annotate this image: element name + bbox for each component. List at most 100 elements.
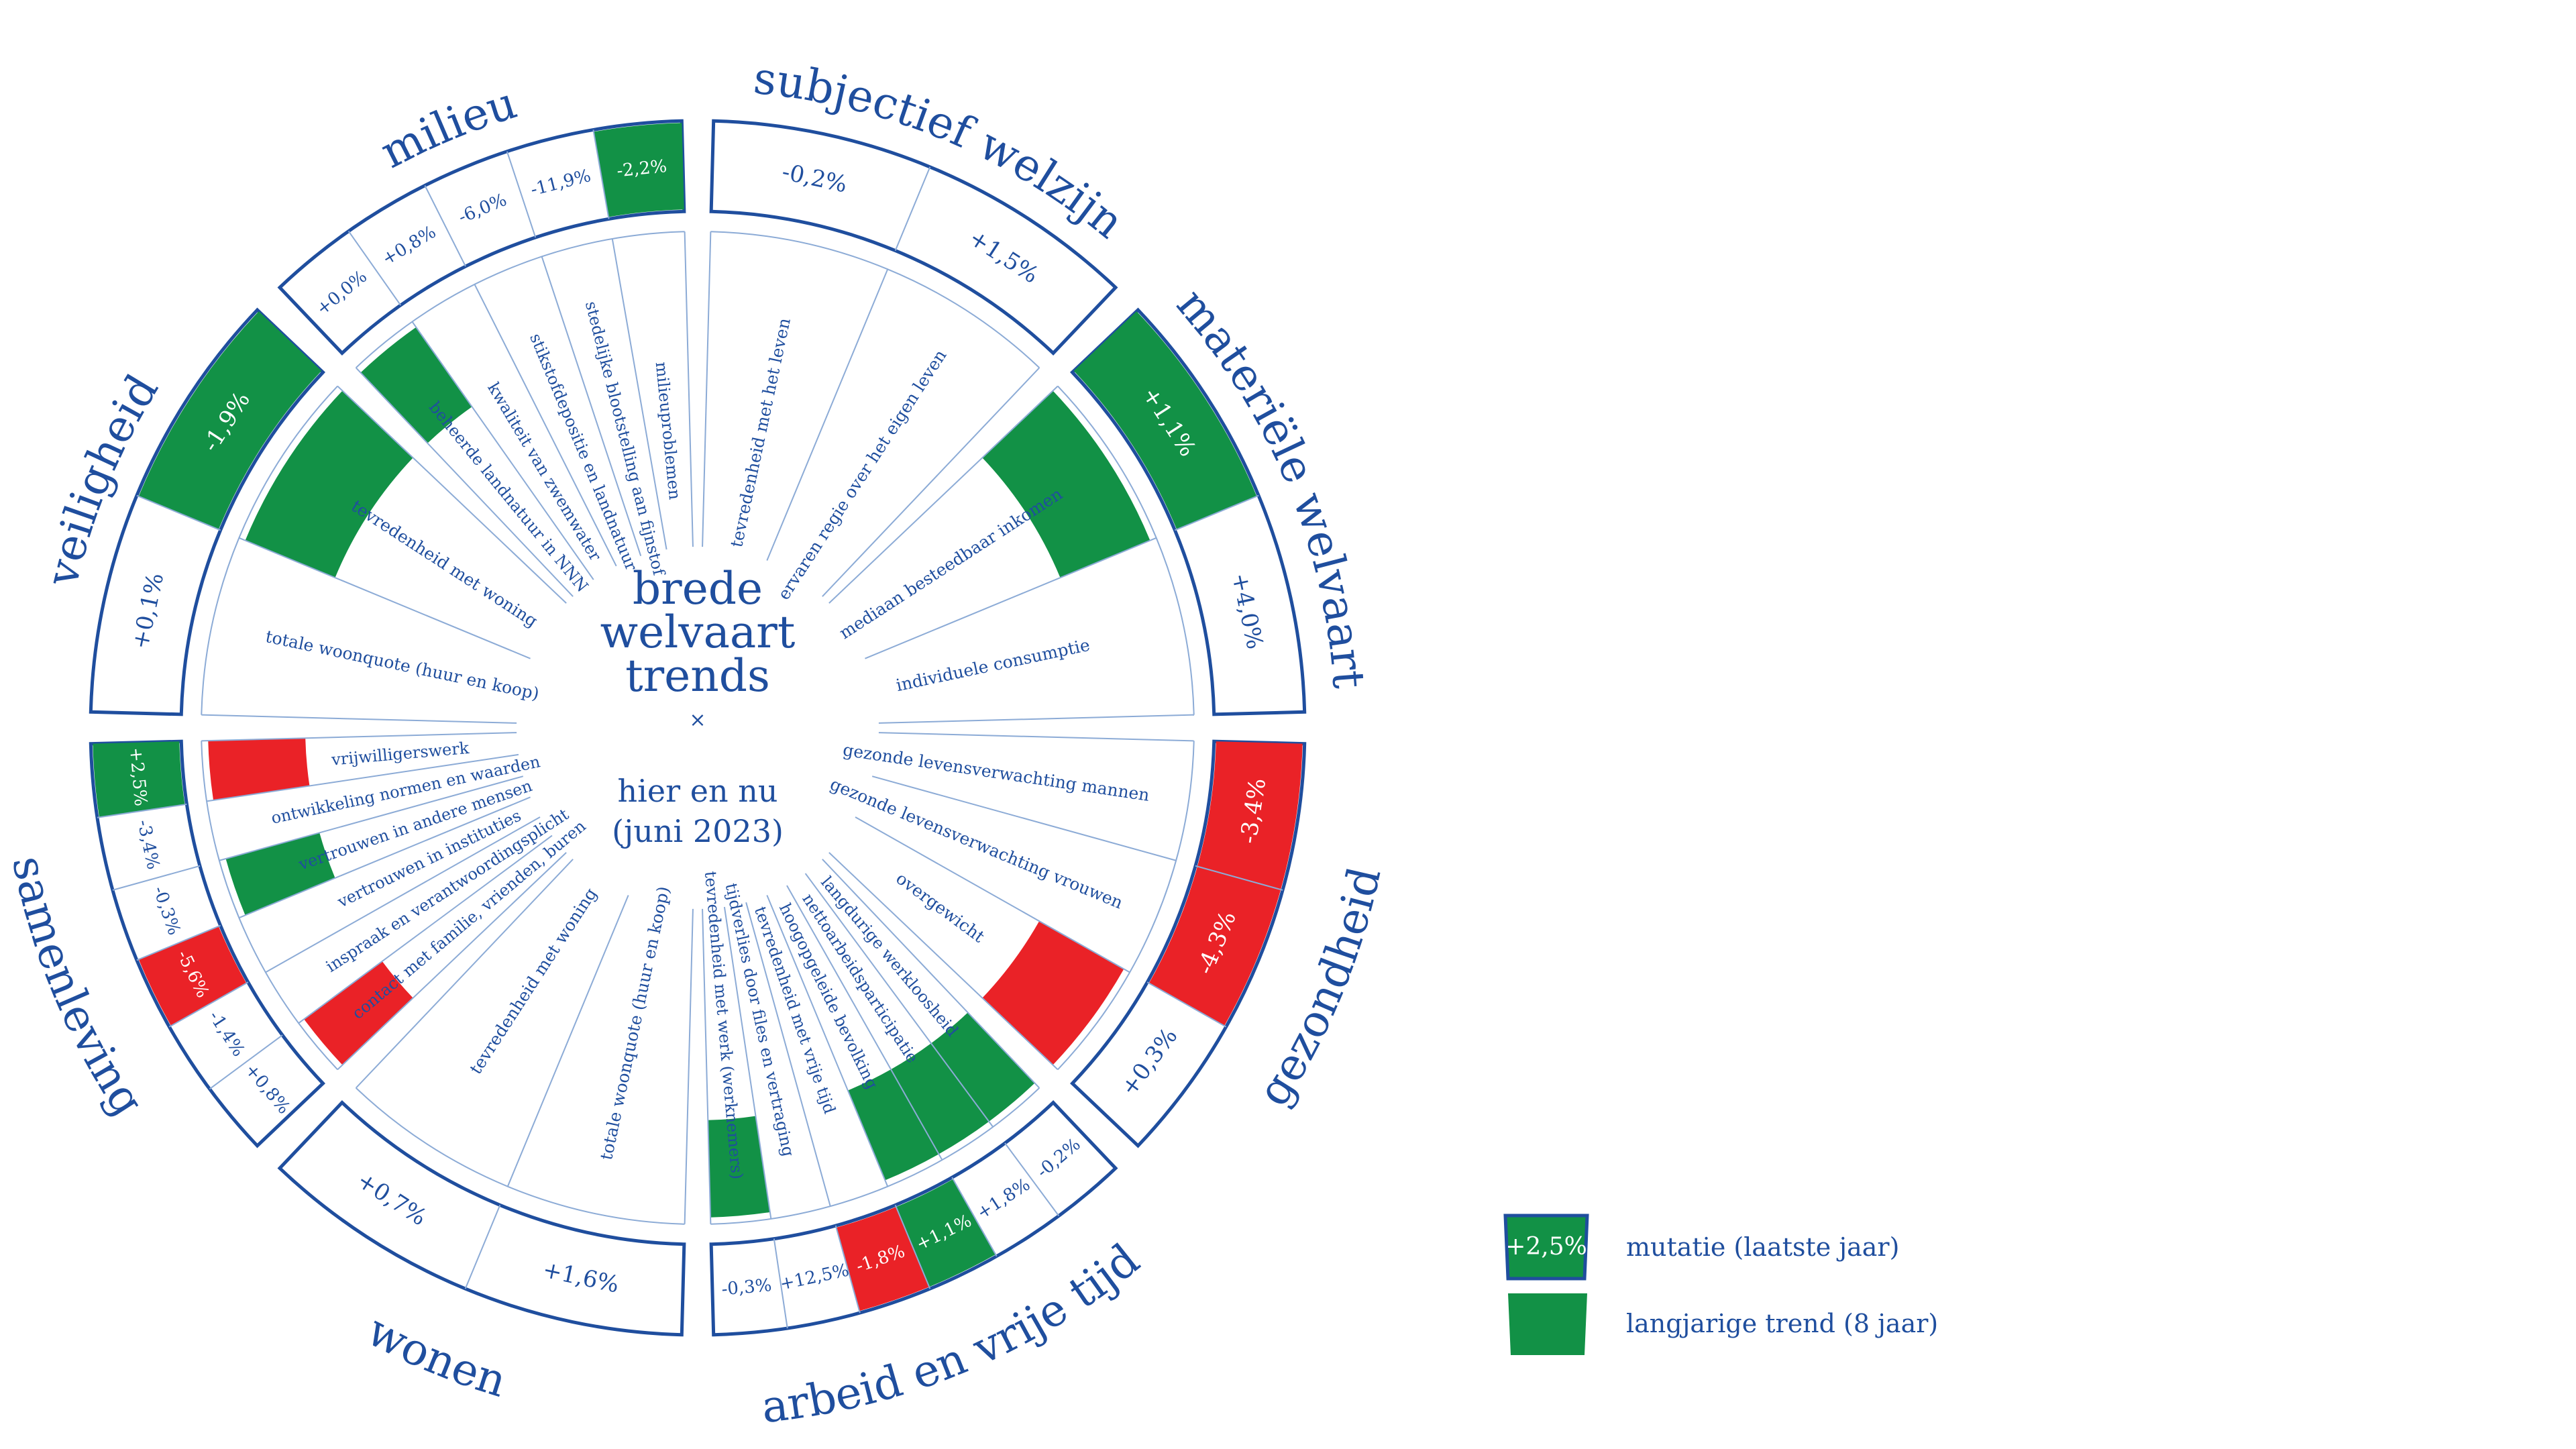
value-ring-outline: [277, 119, 686, 356]
value-divider: [136, 924, 221, 961]
indicator-divider: [206, 753, 519, 802]
inner-boundary-arc: [1057, 741, 1195, 1071]
mutation-cell: [836, 1207, 930, 1311]
trend-cell: [708, 1116, 770, 1218]
theme-sector: +1,6%totale woonquote (huur en koop)+0,7…: [277, 859, 694, 1407]
theme-name: wonen: [359, 1304, 513, 1407]
value-divider: [347, 230, 402, 306]
indicator-divider: [474, 284, 617, 567]
value-divider: [1195, 865, 1283, 891]
sector-edge: [828, 852, 1059, 1071]
value-divider: [835, 1225, 861, 1313]
indicator-divider: [541, 256, 642, 556]
indicator-label: tevredenheid met het leven: [727, 316, 794, 549]
indicator-value: -0,3%: [720, 1275, 772, 1299]
trend-cell: [208, 738, 310, 800]
inner-boundary-arc: [355, 231, 685, 368]
value-ring-outline: [709, 119, 1118, 356]
sector-edge: [337, 385, 567, 604]
trend-cell: [982, 921, 1124, 1065]
legend-mutation-swatch: [1503, 1214, 1589, 1281]
mutation-cell: [896, 1179, 996, 1287]
trend-cell: [982, 390, 1150, 578]
sector-edge: [684, 231, 694, 547]
center-title-line-2: welvaart: [600, 606, 796, 658]
sector-edge: [822, 859, 1040, 1089]
trend-cell: [245, 390, 413, 578]
wheel-center: brede welvaart trends × hier en nu (juni…: [600, 563, 796, 849]
value-divider: [1175, 494, 1259, 531]
value-divider: [112, 865, 201, 891]
wheel-segments: -0,2%tevredenheid met het leven+1,5%erva…: [2, 52, 1391, 1434]
value-divider: [168, 981, 249, 1028]
trend-cell: [847, 1069, 939, 1181]
sector-edge: [684, 908, 694, 1224]
legend-sample-value: +2,5%: [1505, 1233, 1587, 1260]
value-divider: [592, 129, 610, 219]
trend-cell: [930, 1012, 1035, 1122]
value-ring-outline: [277, 1100, 686, 1337]
value-divider: [1146, 981, 1227, 1028]
indicator-label: tevredenheid met woning: [348, 496, 541, 631]
theme-sector: +0,8%contact met familie, vrienden, bure…: [2, 732, 590, 1148]
indicator-label: gezonde levensverwachting mannen: [842, 740, 1151, 805]
sector-edge: [702, 231, 712, 547]
indicator-divider: [786, 885, 943, 1161]
center-subtitle-line-2: (juni 2023): [612, 813, 784, 849]
theme-name-text: wonen: [359, 1304, 513, 1407]
indicator-divider: [238, 537, 531, 659]
indicator-label: totale woonquote (huur en koop): [596, 885, 674, 1162]
mutation-cell: [138, 311, 322, 530]
indicator-divider: [766, 268, 889, 561]
indicator-divider: [238, 796, 531, 919]
indicator-divider: [265, 816, 541, 973]
value-divider: [773, 1238, 788, 1329]
center-subtitle-line-1: hier en nu: [618, 773, 778, 809]
indicator-divider: [766, 895, 889, 1187]
mutation-cell: [138, 926, 247, 1026]
sector-edge: [702, 908, 712, 1224]
trend-cell: [304, 961, 413, 1065]
indicator-divider: [871, 775, 1177, 861]
sector-edge: [828, 385, 1059, 604]
indicator-value: -2,2%: [616, 156, 667, 181]
indicator-label: totale woonquote (huur en koop): [264, 627, 541, 704]
mutation-cell: [1148, 866, 1281, 1026]
indicator-label: ervaren regie over het eigen leven: [774, 346, 951, 603]
indicator-divider: [411, 321, 594, 580]
legend-trend-label: langjarige trend (8 jaar): [1626, 1309, 1938, 1338]
value-divider: [136, 494, 221, 531]
legend: +2,5% mutatie (laatste jaar) langjarige …: [1503, 1214, 1938, 1355]
sector-edge: [878, 714, 1194, 724]
value-divider: [424, 185, 466, 267]
sector-edge: [355, 859, 574, 1089]
indicator-divider: [855, 816, 1130, 973]
indicator-divider: [219, 775, 524, 861]
indicator-divider: [804, 873, 994, 1128]
value-divider: [464, 1205, 501, 1289]
indicator-divider: [865, 537, 1157, 659]
value-divider: [894, 1205, 931, 1289]
inner-boundary-arc: [1057, 385, 1195, 715]
theme-sector: -0,2%langdurige werkloosheid+1,8%nettoar…: [701, 859, 1149, 1433]
mutation-cell: [1073, 311, 1257, 530]
center-title-line-3: trends: [625, 650, 770, 702]
indicator-divider: [745, 902, 831, 1207]
sector-edge: [337, 852, 567, 1071]
sector-edge: [822, 367, 1040, 597]
center-title-line-1: brede: [633, 563, 763, 614]
mutation-cell: [1197, 741, 1303, 890]
trend-cell: [225, 833, 335, 916]
indicator-divider: [298, 835, 553, 1024]
value-divider: [506, 151, 537, 238]
trend-cell: [891, 1043, 989, 1155]
center-separator: ×: [689, 708, 706, 732]
indicator-label: overgewicht: [892, 869, 988, 947]
legend-mutation-label: mutatie (laatste jaar): [1626, 1232, 1899, 1262]
theme-sector: +0,0%beheerde landnatuur in NNN+0,8%kwal…: [277, 77, 694, 597]
indicator-divider: [611, 238, 667, 550]
indicator-divider: [723, 906, 772, 1220]
indicator-label: milieuproblemen: [652, 361, 684, 500]
mutation-cell: [93, 741, 185, 818]
